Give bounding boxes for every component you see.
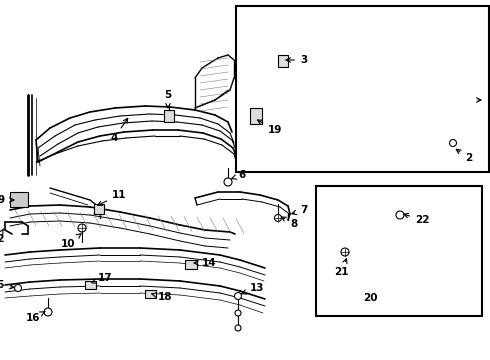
- Text: 12: 12: [0, 229, 5, 244]
- Text: 17: 17: [92, 273, 113, 283]
- Bar: [10, 192, 28, 207]
- Text: 11: 11: [98, 190, 126, 205]
- Text: 3: 3: [286, 55, 307, 65]
- Text: 6: 6: [232, 170, 245, 180]
- Bar: [316, 186, 482, 316]
- Bar: [94, 204, 104, 214]
- Circle shape: [449, 139, 457, 147]
- Text: 4: 4: [111, 118, 128, 143]
- Text: 5: 5: [164, 90, 171, 108]
- Text: 8: 8: [281, 217, 297, 229]
- Text: 22: 22: [404, 213, 430, 225]
- Circle shape: [78, 224, 86, 232]
- Circle shape: [235, 325, 241, 331]
- Circle shape: [235, 310, 241, 316]
- Text: 2: 2: [456, 149, 472, 163]
- Text: 21: 21: [334, 259, 348, 277]
- Text: 9: 9: [0, 195, 14, 205]
- Text: 18: 18: [152, 292, 172, 302]
- Text: 1: 1: [487, 95, 490, 105]
- Circle shape: [274, 215, 281, 221]
- Text: 16: 16: [25, 311, 45, 323]
- Circle shape: [235, 292, 242, 300]
- Text: 7: 7: [292, 205, 307, 215]
- Bar: [250, 108, 262, 124]
- Text: 15: 15: [0, 280, 14, 290]
- Bar: [185, 260, 197, 269]
- Circle shape: [224, 178, 232, 186]
- Bar: [145, 290, 156, 298]
- Circle shape: [341, 248, 349, 256]
- Bar: [278, 55, 288, 67]
- Text: 19: 19: [258, 120, 282, 135]
- Bar: [85, 281, 96, 289]
- Text: 10: 10: [60, 234, 81, 249]
- Text: 14: 14: [194, 258, 217, 268]
- Circle shape: [396, 211, 404, 219]
- Circle shape: [44, 308, 52, 316]
- Text: 20: 20: [363, 293, 377, 303]
- Circle shape: [15, 284, 22, 292]
- Bar: [164, 110, 174, 122]
- Bar: [236, 6, 489, 172]
- Text: 13: 13: [242, 283, 265, 294]
